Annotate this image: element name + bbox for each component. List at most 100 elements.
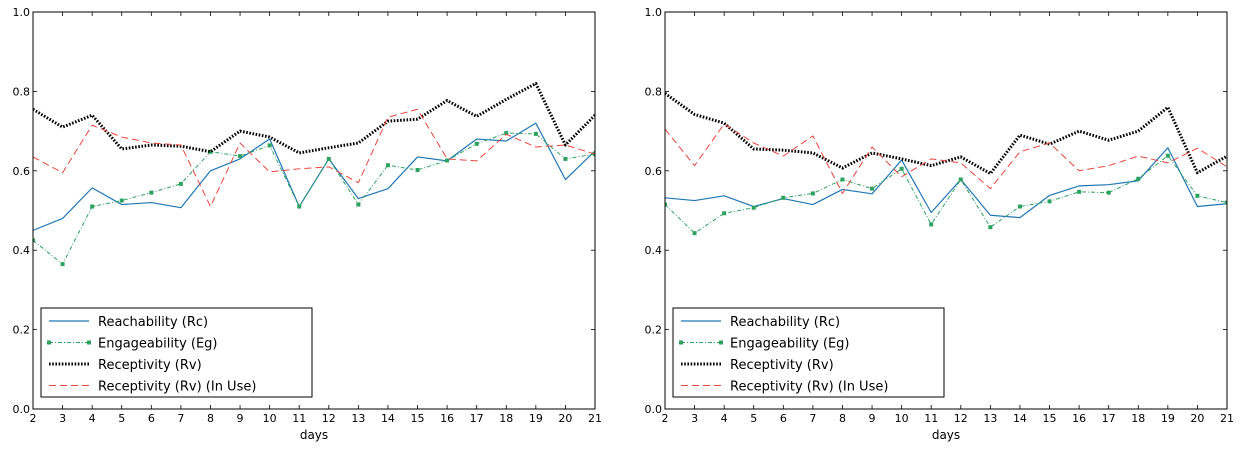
series-marker	[810, 191, 815, 196]
series-marker	[1077, 189, 1082, 194]
series-marker	[781, 195, 786, 200]
series-group	[665, 92, 1227, 236]
y-tick-label: 0.0	[13, 403, 31, 416]
x-tick-label: 9	[869, 412, 876, 425]
series-marker	[870, 186, 875, 191]
series-marker	[1136, 176, 1141, 181]
x-tick-label: 21	[1220, 412, 1234, 425]
y-tick-label: 1.0	[13, 6, 31, 19]
series-line-4	[33, 108, 595, 208]
series-marker	[238, 154, 243, 159]
series-marker	[899, 166, 904, 171]
x-tick-label: 19	[1161, 412, 1175, 425]
x-tick-label: 14	[1013, 412, 1027, 425]
legend-marker	[719, 340, 723, 345]
legend-label-4: Receptivity (Rv) (In Use)	[730, 380, 888, 395]
series-marker	[149, 190, 154, 195]
series-marker	[356, 202, 361, 207]
series-marker	[178, 181, 183, 186]
x-tick-label: 8	[207, 412, 214, 425]
chart-panel-2: 2 3 4 5 6 7 8 9 10 11 12 13 14 15 16 17 18 19 20 21 0.0 0.2 0.…	[645, 6, 1235, 442]
x-tick-label: 11	[924, 412, 938, 425]
series-marker	[533, 131, 538, 136]
legend: Reachability (Rc) Engageability (Eg) Recep…	[672, 307, 945, 398]
x-tick-label: 4	[89, 412, 96, 425]
series-marker	[474, 141, 479, 146]
series-marker	[1017, 204, 1022, 209]
series-marker	[60, 262, 65, 267]
x-tick-label: 17	[470, 412, 484, 425]
series-marker	[665, 202, 667, 207]
y-tick-label: 0.4	[645, 244, 663, 257]
series-marker	[1106, 190, 1111, 195]
series-marker	[1225, 200, 1227, 205]
x-tick-label: 13	[351, 412, 365, 425]
legend-label-2: Engageability (Eg)	[98, 337, 218, 352]
legend-marker	[679, 340, 683, 345]
x-tick-label: 12	[322, 412, 336, 425]
x-axis-label: days	[932, 428, 960, 442]
y-tick-label: 0.6	[13, 165, 31, 178]
x-tick-label: 14	[381, 412, 395, 425]
series-marker	[326, 156, 331, 161]
x-tick-label: 7	[809, 412, 816, 425]
legend-label-3: Receptivity (Rv)	[730, 358, 834, 373]
series-group	[33, 81, 595, 267]
x-tick-label: 20	[558, 412, 572, 425]
y-tick-label: 1.0	[645, 6, 663, 19]
x-tick-label: 5	[118, 412, 125, 425]
legend-label-2: Engageability (Eg)	[730, 337, 850, 352]
series-marker	[297, 204, 302, 209]
series-line-1	[665, 147, 1227, 219]
series-marker	[119, 198, 124, 203]
series-line-3	[33, 81, 595, 155]
x-tick-label: 15	[411, 412, 425, 425]
x-tick-label: 16	[440, 412, 454, 425]
series-marker	[1165, 153, 1170, 158]
legend: Reachability (Rc) Engageability (Eg) Recep…	[40, 307, 313, 398]
series-marker	[1195, 193, 1200, 198]
series-marker	[958, 177, 963, 182]
legend-marker	[87, 340, 91, 345]
x-tick-label: 17	[1102, 412, 1116, 425]
x-axis-label: days	[300, 428, 328, 442]
y-tick-label: 0.4	[13, 244, 31, 257]
chart-panel-1: 2 3 4 5 6 7 8 9 10 11 12 13 14 15 16 17 18 19 20 21 0.0 0.2 0.…	[13, 6, 603, 442]
x-tick-label: 21	[588, 412, 602, 425]
series-marker	[722, 211, 727, 216]
series-marker	[929, 222, 934, 227]
x-tick-label: 8	[839, 412, 846, 425]
legend-label-1: Reachability (Rc)	[98, 315, 208, 330]
series-line-1	[33, 122, 595, 231]
series-marker	[415, 168, 420, 173]
series-marker	[208, 149, 213, 154]
series-line-2	[665, 155, 1227, 234]
series-marker	[90, 204, 95, 209]
x-tick-label: 3	[691, 412, 698, 425]
plot-frame	[664, 11, 1228, 410]
x-tick-label: 15	[1043, 412, 1057, 425]
series-line-2	[33, 132, 595, 265]
series-marker	[504, 131, 509, 136]
y-tick-label: 0.8	[645, 85, 663, 98]
x-tick-label: 6	[780, 412, 787, 425]
legend-label-4: Receptivity (Rv) (In Use)	[98, 380, 256, 395]
series-marker	[751, 205, 756, 210]
y-tick-label: 0.0	[645, 403, 663, 416]
plot-frame	[32, 11, 596, 410]
series-marker	[33, 238, 35, 243]
series-line-4	[665, 123, 1227, 194]
x-tick-label: 12	[954, 412, 968, 425]
x-tick-label: 3	[59, 412, 66, 425]
legend-label-1: Reachability (Rc)	[730, 315, 840, 330]
x-tick-label: 2	[30, 412, 37, 425]
legend-box	[40, 307, 313, 398]
x-tick-label: 9	[237, 412, 244, 425]
legend-marker	[47, 340, 51, 345]
x-tick-label: 13	[983, 412, 997, 425]
series-marker	[445, 158, 450, 163]
y-tick-label: 0.8	[13, 85, 31, 98]
x-tick-label: 7	[177, 412, 184, 425]
x-tick-label: 20	[1190, 412, 1204, 425]
